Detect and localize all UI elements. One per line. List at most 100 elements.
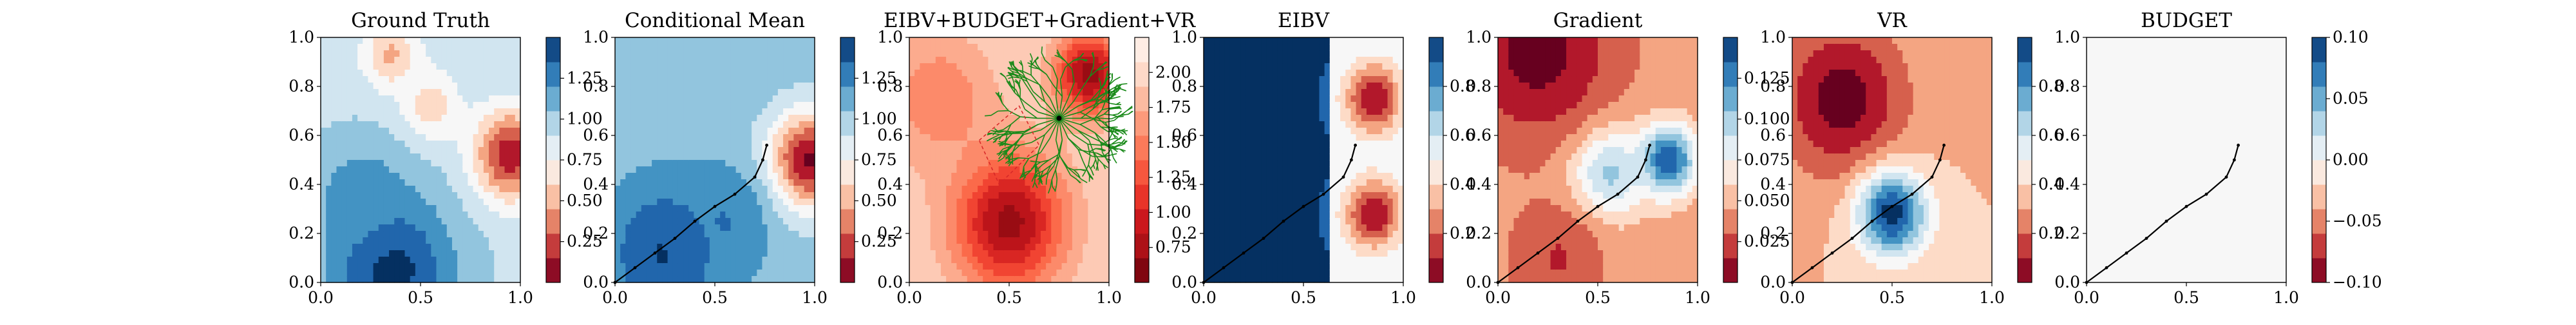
- heat-cell: [931, 276, 936, 283]
- heat-cell: [389, 186, 395, 193]
- heat-cell: [647, 186, 652, 193]
- heat-cell: [931, 250, 936, 257]
- heat-cell: [326, 44, 332, 51]
- heat-cell: [725, 102, 731, 109]
- heat-cell: [394, 257, 400, 264]
- heat-cell: [620, 212, 626, 219]
- heat-cell: [352, 37, 358, 44]
- heat-cell: [352, 50, 358, 57]
- heat-cell: [752, 147, 757, 154]
- heat-cell: [730, 250, 736, 257]
- heat-cell: [810, 128, 815, 135]
- heat-cell: [951, 37, 957, 44]
- heat-cell: [415, 276, 421, 283]
- heat-cell: [342, 263, 348, 270]
- heat-cell: [652, 244, 658, 251]
- heat-cell: [499, 218, 505, 225]
- heat-cell: [394, 102, 400, 109]
- heat-cell: [462, 205, 468, 212]
- heat-cell: [399, 160, 405, 167]
- heat-cell: [625, 57, 631, 64]
- heat-cell: [768, 244, 773, 251]
- heat-cell: [1056, 63, 1062, 70]
- heat-cell: [988, 192, 994, 199]
- heat-cell: [468, 205, 473, 212]
- heat-cell: [363, 50, 368, 57]
- heat-cell: [615, 199, 621, 206]
- heat-cell: [331, 257, 337, 264]
- heat-cell: [331, 205, 337, 212]
- heat-cell: [368, 276, 374, 283]
- heat-cell: [510, 128, 516, 135]
- heat-cell: [415, 186, 421, 193]
- heat-cell: [447, 121, 453, 128]
- heat-cell: [668, 44, 674, 51]
- heat-cell: [384, 160, 390, 167]
- heat-cell: [936, 44, 942, 51]
- heat-cell: [925, 237, 931, 244]
- heat-cell: [363, 70, 368, 77]
- heat-cell: [399, 115, 405, 122]
- heat-cell: [793, 166, 799, 173]
- heat-cell: [710, 276, 715, 283]
- heat-cell: [804, 166, 810, 173]
- heat-cell: [699, 57, 705, 64]
- heat-cell: [415, 128, 421, 135]
- heat-cell: [368, 37, 374, 44]
- heat-cell: [1004, 263, 1010, 270]
- heat-cell: [1046, 250, 1052, 257]
- heat-cell: [951, 95, 957, 103]
- heat-cell: [920, 44, 925, 51]
- heat-cell: [473, 115, 479, 122]
- heat-cell: [368, 160, 374, 167]
- heat-cell: [321, 192, 327, 199]
- heat-cell: [757, 95, 762, 103]
- heat-cell: [426, 173, 431, 180]
- heat-cell: [725, 179, 731, 186]
- heat-cell: [999, 37, 1005, 44]
- heat-cell: [473, 186, 479, 193]
- heat-cell: [363, 57, 368, 64]
- heat-cell: [473, 153, 479, 161]
- heat-cell: [699, 89, 705, 96]
- heat-cell: [909, 263, 915, 270]
- heat-cell: [394, 160, 400, 167]
- heat-cell: [978, 37, 983, 44]
- heat-cell: [615, 270, 621, 277]
- heat-cell: [405, 179, 411, 186]
- heat-cell: [1104, 44, 1110, 51]
- heat-cell: [379, 63, 384, 70]
- heat-cell: [925, 50, 931, 57]
- heat-cell: [641, 37, 647, 44]
- heat-cell: [956, 244, 962, 251]
- heat-cell: [773, 63, 779, 70]
- heat-cell: [972, 231, 978, 238]
- heat-cell: [962, 166, 968, 173]
- heat-cell: [946, 70, 952, 77]
- heat-cell: [757, 147, 762, 154]
- heat-cell: [462, 237, 468, 244]
- heat-cell: [468, 128, 473, 135]
- heat-cell: [909, 57, 915, 64]
- heat-cell: [788, 250, 794, 257]
- heat-cell: [962, 257, 968, 264]
- heat-cell: [636, 44, 642, 51]
- heat-cell: [962, 134, 968, 141]
- heat-cell: [515, 212, 521, 219]
- heat-cell: [489, 166, 495, 173]
- heat-cell: [641, 205, 647, 212]
- heat-cell: [678, 276, 684, 283]
- heat-cell: [678, 70, 684, 77]
- heat-cell: [710, 63, 715, 70]
- heat-cell: [379, 186, 384, 193]
- heat-cell: [956, 50, 962, 57]
- heat-cell: [678, 263, 684, 270]
- heat-cell: [799, 270, 805, 277]
- heat-cell: [442, 89, 448, 96]
- heat-cell: [1083, 231, 1088, 238]
- colorbar-band: [840, 111, 855, 136]
- heat-cell: [473, 128, 479, 135]
- heat-cell: [793, 108, 799, 115]
- heat-cell: [415, 121, 421, 128]
- heat-cell: [694, 244, 699, 251]
